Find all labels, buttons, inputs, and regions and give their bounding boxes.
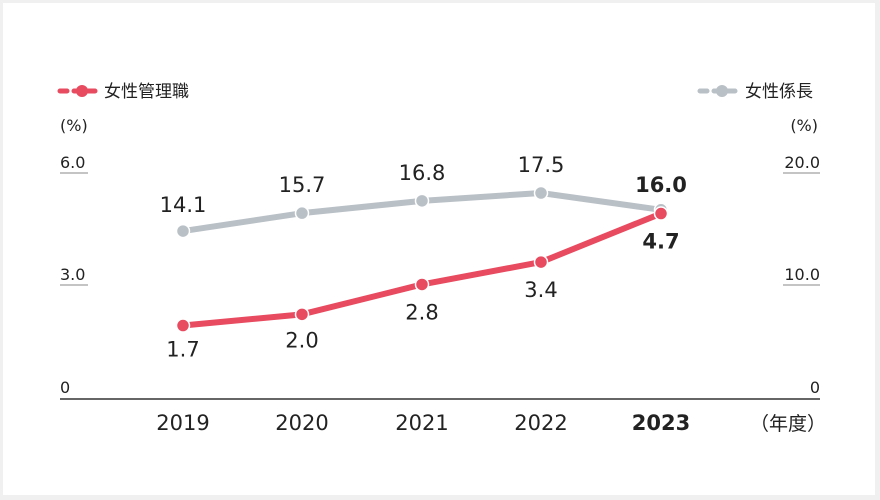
data-label-2020: 15.7: [279, 173, 326, 197]
data-point-2020: [294, 307, 310, 322]
chart-panel: [3, 3, 875, 495]
data-point-2019: [175, 223, 191, 239]
left-tick-label-top: 6.0: [60, 153, 85, 172]
data-label-2021: 16.8: [399, 161, 446, 185]
legend-label-women-managers: 女性管理職: [104, 82, 189, 102]
data-point-2019: [175, 318, 191, 333]
right-tick-label-top: 20.0: [784, 153, 820, 172]
legend-item-women-supervisors: 女性係長: [697, 82, 813, 102]
data-label-2023: 4.7: [642, 230, 679, 254]
data-point-2023: [653, 206, 669, 221]
series-layer: 14.1 15.7 16.8 17.5 16.0 1.7 2.0 2.8 3.4 4.7: [160, 153, 687, 362]
legend-marker-women-supervisors: [716, 85, 728, 97]
right-tick-label-mid: 10.0: [784, 265, 820, 284]
x-tick-label-2020: 2020: [275, 411, 328, 435]
x-tick-label-2019: 2019: [156, 411, 209, 435]
left-tick-label-mid: 3.0: [60, 265, 85, 284]
data-point-2021: [414, 193, 430, 209]
data-label-2022: 17.5: [518, 153, 565, 177]
data-point-2021: [414, 277, 430, 292]
x-tick-label-2023: 2023: [632, 411, 690, 435]
data-label-2023: 16.0: [635, 173, 687, 197]
data-point-2022: [533, 254, 549, 270]
right-axis-ticks: 20.0 10.0 0: [783, 153, 820, 397]
data-label-2019: 1.7: [166, 338, 199, 362]
left-axis-ticks: 6.0 3.0 0: [60, 153, 88, 397]
right-tick-label-zero: 0: [810, 378, 820, 397]
right-axis-unit: (%): [790, 116, 818, 135]
left-tick-label-zero: 0: [60, 378, 70, 397]
data-label-2019: 14.1: [160, 193, 207, 217]
legend-item-women-managers: 女性管理職: [57, 82, 189, 102]
left-axis-unit: (%): [60, 116, 88, 135]
data-label-2020: 2.0: [285, 328, 318, 352]
x-axis-tick-labels: 2019 2020 2021 2022 2023: [156, 411, 690, 435]
data-point-2022: [533, 185, 549, 201]
legend-marker-women-managers: [76, 85, 88, 97]
x-tick-label-2021: 2021: [395, 411, 448, 435]
series-women-supervisors: 14.1 15.7 16.8 17.5 16.0: [160, 153, 687, 239]
series-women-managers: 1.7 2.0 2.8 3.4 4.7: [166, 206, 680, 362]
x-axis-unit-label: （年度）: [750, 413, 826, 435]
legend-label-women-supervisors: 女性係長: [745, 82, 813, 102]
x-tick-label-2022: 2022: [514, 411, 567, 435]
data-label-2021: 2.8: [405, 300, 438, 324]
data-label-2022: 3.4: [524, 278, 557, 302]
data-point-2020: [294, 205, 310, 221]
